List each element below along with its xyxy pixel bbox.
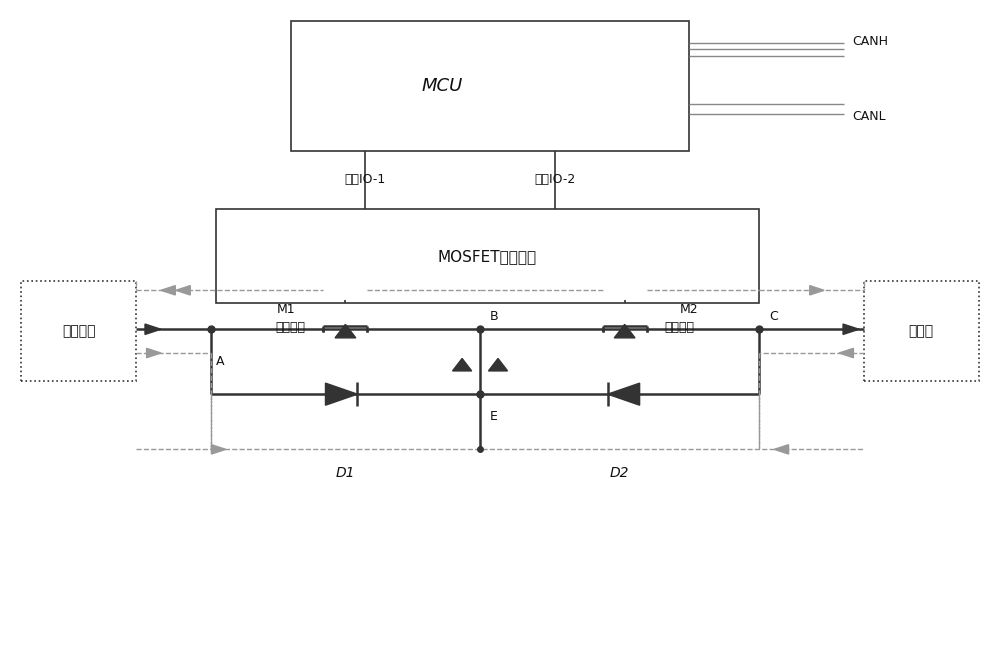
Polygon shape bbox=[614, 325, 635, 338]
Bar bbox=[21, 280, 136, 381]
Text: 控制IO-1: 控制IO-1 bbox=[345, 173, 386, 186]
Polygon shape bbox=[810, 286, 824, 295]
Polygon shape bbox=[335, 325, 356, 338]
Polygon shape bbox=[145, 324, 161, 334]
Bar bbox=[291, 21, 689, 151]
Bar bbox=[216, 209, 759, 303]
Polygon shape bbox=[608, 383, 640, 405]
Polygon shape bbox=[839, 348, 853, 358]
Text: 负载地: 负载地 bbox=[909, 324, 934, 338]
Text: 控制IO-2: 控制IO-2 bbox=[534, 173, 575, 186]
Polygon shape bbox=[176, 286, 190, 295]
Bar bbox=[864, 280, 979, 381]
Text: 电池包地: 电池包地 bbox=[62, 324, 95, 338]
Text: 充电控制: 充电控制 bbox=[664, 321, 694, 334]
Polygon shape bbox=[147, 348, 161, 358]
Text: M2: M2 bbox=[680, 303, 699, 316]
Text: 放电控制: 放电控制 bbox=[276, 321, 306, 334]
Text: M1: M1 bbox=[276, 303, 295, 316]
Text: CANL: CANL bbox=[852, 110, 886, 123]
Polygon shape bbox=[843, 324, 859, 334]
Text: A: A bbox=[216, 355, 224, 368]
Text: CANH: CANH bbox=[852, 35, 888, 48]
Polygon shape bbox=[774, 445, 789, 454]
Polygon shape bbox=[488, 359, 508, 371]
Text: MOSFET驱动模块: MOSFET驱动模块 bbox=[438, 248, 537, 263]
Text: B: B bbox=[490, 310, 499, 323]
Polygon shape bbox=[325, 383, 357, 405]
Polygon shape bbox=[161, 286, 175, 295]
Text: E: E bbox=[490, 410, 498, 423]
Text: D1: D1 bbox=[336, 466, 355, 480]
Text: MCU: MCU bbox=[422, 77, 463, 95]
Polygon shape bbox=[211, 445, 226, 454]
Polygon shape bbox=[453, 359, 472, 371]
Text: C: C bbox=[769, 310, 778, 323]
Text: D2: D2 bbox=[610, 466, 629, 480]
